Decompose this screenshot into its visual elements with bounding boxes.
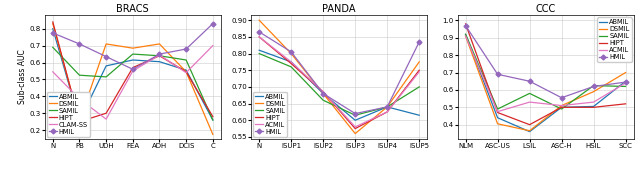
Y-axis label: Sub-class AUC: Sub-class AUC [18,50,27,104]
Title: BRACS: BRACS [116,4,149,14]
Legend: ABMIL, DSMIL, SAMIL, HIPT, CLAM-SS, HMIL: ABMIL, DSMIL, SAMIL, HIPT, CLAM-SS, HMIL [47,92,90,137]
Title: PANDA: PANDA [323,4,356,14]
Title: CCC: CCC [536,4,556,14]
Legend: ABMIL, DSMIL, SAMIL, HIPT, ACMIL, HMIL: ABMIL, DSMIL, SAMIL, HIPT, ACMIL, HMIL [597,17,632,62]
Legend: ABMIL, DSMIL, SAMIL, HIPT, ACMIL, HMIL: ABMIL, DSMIL, SAMIL, HIPT, ACMIL, HMIL [253,92,287,137]
